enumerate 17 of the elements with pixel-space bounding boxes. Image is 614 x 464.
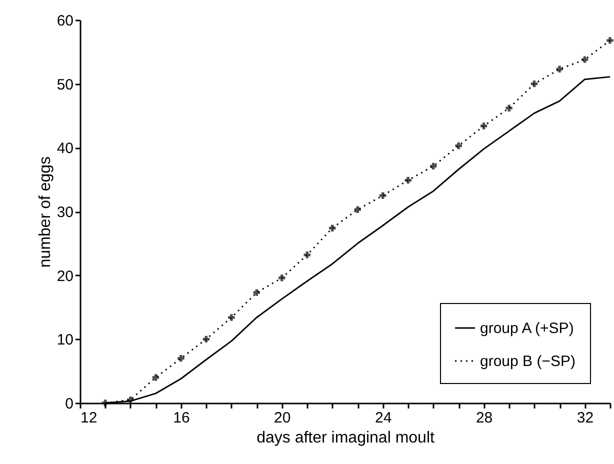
x-tick-label: 28 — [476, 410, 493, 426]
y-tick-label: 40 — [56, 140, 74, 158]
x-tick-label: 12 — [80, 410, 98, 426]
y-tick-label: 10 — [56, 332, 74, 349]
x-tick-label: 20 — [274, 410, 291, 426]
y-tick-label: 30 — [56, 204, 74, 221]
legend-label: group A (+SP) — [480, 320, 574, 337]
y-tick-label: 20 — [56, 268, 74, 285]
legend-label: group B (−SP) — [480, 353, 576, 370]
y-tick-label: 50 — [56, 76, 74, 94]
x-tick-label: 32 — [576, 410, 594, 426]
y-axis-title: number of eggs — [36, 156, 54, 268]
y-tick-label: 60 — [56, 12, 74, 30]
x-tick-label: 24 — [375, 410, 392, 426]
x-tick-label: 16 — [173, 410, 190, 426]
y-tick-label: 0 — [65, 396, 74, 412]
x-axis-title: days after imaginal moult — [256, 430, 435, 446]
